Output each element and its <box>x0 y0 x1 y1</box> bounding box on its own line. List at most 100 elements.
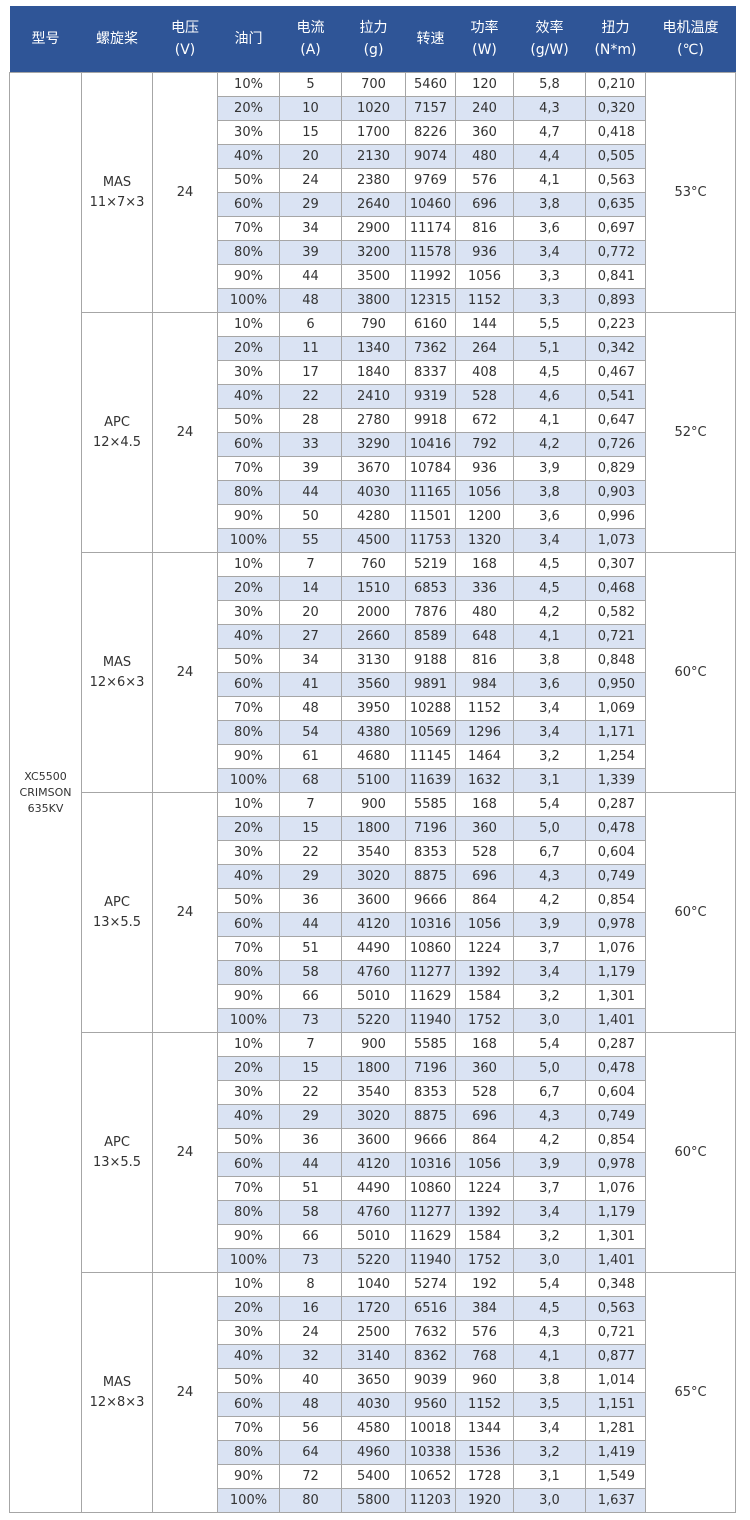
rpm-cell: 11992 <box>405 264 456 289</box>
header-motor-temp: 电机温度 (℃) <box>645 6 736 73</box>
rpm-cell: 9918 <box>405 408 456 433</box>
efficiency-cell: 4,3 <box>513 1320 586 1345</box>
header-text: 扭力 <box>601 20 630 36</box>
torque-cell: 1,151 <box>585 1392 646 1417</box>
table-row: 50% 36 3600 9666 864 4,2 0,854 <box>10 1128 736 1153</box>
header-text: 功率 <box>470 20 499 36</box>
torque-cell: 0,563 <box>585 1296 646 1321</box>
table-row: 50% 40 3650 9039 960 3,8 1,014 <box>10 1368 736 1393</box>
torque-cell: 0,320 <box>585 96 646 121</box>
thrust-cell: 1840 <box>341 360 406 385</box>
current-cell: 36 <box>279 888 342 913</box>
header-text: (A) <box>300 42 321 58</box>
thrust-cell: 1800 <box>341 816 406 841</box>
efficiency-cell: 4,5 <box>513 360 586 385</box>
efficiency-cell: 3,4 <box>513 696 586 721</box>
thrust-cell: 3650 <box>341 1368 406 1393</box>
motor-temp-cell: 60°C <box>645 1032 736 1273</box>
thrust-cell: 5010 <box>341 1224 406 1249</box>
torque-cell: 1,073 <box>585 528 646 553</box>
header-model: 型号 <box>9 6 82 73</box>
torque-cell: 1,076 <box>585 936 646 961</box>
table-row: 60% 33 3290 10416 792 4,2 0,726 <box>10 432 736 457</box>
current-cell: 40 <box>279 1368 342 1393</box>
torque-cell: 0,223 <box>585 312 646 337</box>
torque-cell: 0,582 <box>585 600 646 625</box>
rpm-cell: 11639 <box>405 768 456 793</box>
torque-cell: 1,254 <box>585 744 646 769</box>
throttle-cell: 50% <box>217 168 280 193</box>
torque-cell: 1,419 <box>585 1440 646 1465</box>
rpm-cell: 7196 <box>405 816 456 841</box>
thrust-cell: 1510 <box>341 576 406 601</box>
table-row: 40% 32 3140 8362 768 4,1 0,877 <box>10 1344 736 1369</box>
throttle-cell: 30% <box>217 360 280 385</box>
thrust-cell: 760 <box>341 552 406 577</box>
efficiency-cell: 3,3 <box>513 288 586 313</box>
efficiency-cell: 4,5 <box>513 552 586 577</box>
thrust-cell: 3540 <box>341 1080 406 1105</box>
cell-text: MAS <box>102 174 132 190</box>
header-text: (V) <box>174 42 196 58</box>
current-cell: 11 <box>279 336 342 361</box>
current-cell: 20 <box>279 600 342 625</box>
table-row: XC5500 CRIMSON 635KV MAS 11×7×3 24 10% 5 700 5460… <box>9 72 736 1513</box>
power-cell: 1056 <box>455 1152 514 1177</box>
cell-text: MAS <box>102 654 132 670</box>
throttle-cell: 100% <box>217 1008 280 1033</box>
rpm-cell: 11277 <box>405 960 456 985</box>
table-row: 70% 39 3670 10784 936 3,9 0,829 <box>10 456 736 481</box>
header-text: (N*m) <box>594 42 637 58</box>
power-cell: 816 <box>455 648 514 673</box>
header-text: 油门 <box>234 31 263 47</box>
thrust-cell: 3540 <box>341 840 406 865</box>
torque-cell: 0,467 <box>585 360 646 385</box>
table-row: 20% 10 1020 7157 240 4,3 0,320 <box>10 96 736 121</box>
power-cell: 1152 <box>455 288 514 313</box>
power-cell: 168 <box>455 792 514 817</box>
torque-cell: 1,179 <box>585 1200 646 1225</box>
rpm-cell: 10860 <box>405 936 456 961</box>
rpm-cell: 10316 <box>405 912 456 937</box>
header-text: 型号 <box>31 31 60 47</box>
torque-cell: 0,468 <box>585 576 646 601</box>
torque-cell: 0,210 <box>585 72 646 97</box>
motor-temp-cell: 60°C <box>645 792 736 1033</box>
efficiency-cell: 4,2 <box>513 600 586 625</box>
current-cell: 48 <box>279 1392 342 1417</box>
table-row: 70% 56 4580 10018 1344 3,4 1,281 <box>10 1416 736 1441</box>
power-cell: 384 <box>455 1296 514 1321</box>
cell-text: APC <box>104 414 130 430</box>
throttle-cell: 10% <box>217 312 280 337</box>
table-row: 60% 48 4030 9560 1152 3,5 1,151 <box>10 1392 736 1417</box>
table-row: 40% 27 2660 8589 648 4,1 0,721 <box>10 624 736 649</box>
efficiency-cell: 3,9 <box>513 912 586 937</box>
throttle-cell: 70% <box>217 696 280 721</box>
efficiency-cell: 4,4 <box>513 144 586 169</box>
rpm-cell: 5585 <box>405 1032 456 1057</box>
voltage-cell: 24 <box>152 792 218 1033</box>
efficiency-cell: 4,5 <box>513 1296 586 1321</box>
current-cell: 58 <box>279 960 342 985</box>
power-cell: 360 <box>455 816 514 841</box>
current-cell: 44 <box>279 1152 342 1177</box>
efficiency-cell: 5,1 <box>513 336 586 361</box>
header-current: 电流 (A) <box>279 6 342 73</box>
table-row: MAS 12×6×3 24 10% 7 760 5219 168 4,5 0,307 60°C <box>10 552 736 793</box>
rpm-cell: 8875 <box>405 864 456 889</box>
efficiency-cell: 5,4 <box>513 1272 586 1297</box>
rpm-cell: 9769 <box>405 168 456 193</box>
rpm-cell: 6853 <box>405 576 456 601</box>
power-cell: 360 <box>455 120 514 145</box>
throttle-cell: 80% <box>217 960 280 985</box>
rpm-cell: 7157 <box>405 96 456 121</box>
power-cell: 1344 <box>455 1416 514 1441</box>
throttle-cell: 20% <box>217 1056 280 1081</box>
current-cell: 14 <box>279 576 342 601</box>
rpm-cell: 11174 <box>405 216 456 241</box>
throttle-cell: 50% <box>217 1128 280 1153</box>
header-throttle: 油门 <box>217 6 280 73</box>
current-cell: 44 <box>279 264 342 289</box>
power-cell: 1752 <box>455 1008 514 1033</box>
torque-cell: 1,301 <box>585 984 646 1009</box>
